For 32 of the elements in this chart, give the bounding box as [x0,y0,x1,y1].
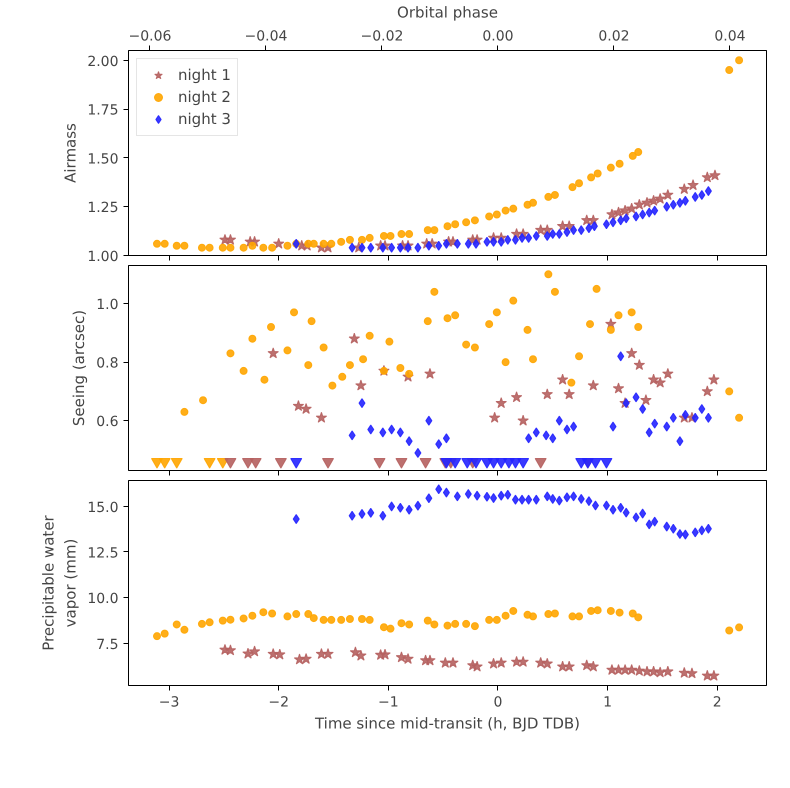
x2-tick-label: 0.00 [482,28,514,44]
y-tick-label: 0.8 [96,356,118,372]
x2-tick-label: −0.04 [244,28,288,44]
x-tick-label: 0 [493,694,502,710]
y-tick-label: 0.6 [96,414,119,430]
legend-label: night 2 [178,88,231,106]
x-tick-label: −1 [378,694,399,710]
y-axis-title: Seeing (arcsec) [70,310,88,426]
y-tick-label: 1.50 [87,151,118,168]
x-axis-title: Time since mid-transit (h, BJD TDB) [314,714,580,732]
x-tick-label: −3 [158,694,180,710]
x2-tick-label: 0.04 [714,28,746,44]
y-tick-label: 1.25 [87,200,118,216]
y-axis-title: Precipitable water vapor (mm) [40,514,80,651]
y-tick-label: 1.00 [87,249,118,265]
y-tick-label: 2.00 [87,54,118,70]
x2-tick-label: −0.02 [360,28,404,44]
y-tick-label: 1.75 [87,102,118,119]
legend-label: night 1 [178,66,231,84]
y-axis-title: Airmass [61,122,80,183]
y-tick-label: 1.0 [96,297,118,314]
x2-tick-label: 0.02 [598,28,630,44]
y-tick-label: 7.5 [96,636,118,653]
y-tick-label: 10.0 [87,591,118,608]
y-tick-label: 15.0 [87,500,118,516]
legend-label: night 3 [178,110,231,128]
x2-tick-label: −0.06 [128,28,172,44]
x-tick-label: 2 [712,694,722,710]
x-tick-label: 1 [603,694,612,710]
y-tick-label: 12.5 [87,545,118,562]
x2-axis-title: Orbital phase [397,4,498,22]
x-tick-label: −2 [268,694,290,710]
